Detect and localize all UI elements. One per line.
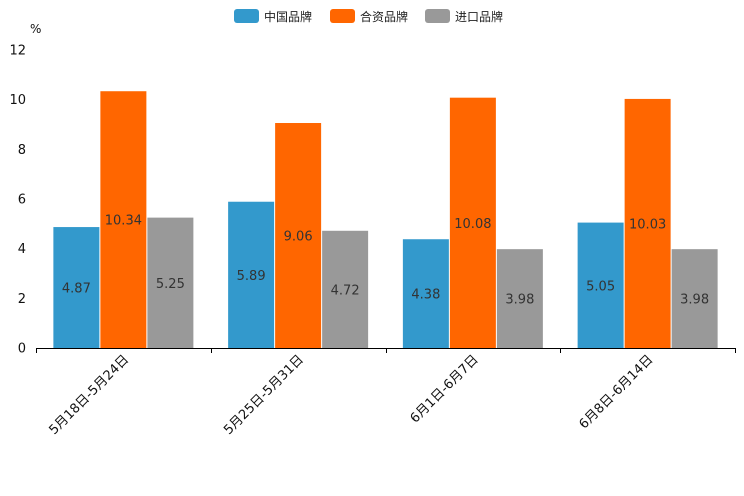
data-label: 4.72 bbox=[331, 283, 360, 298]
y-axis-unit-label: % bbox=[30, 22, 41, 36]
legend-label: 中国品牌 bbox=[264, 9, 312, 24]
bar-1-1 bbox=[53, 227, 100, 348]
x-category-label: 6月8日-6月14日 bbox=[577, 352, 657, 432]
data-label: 10.34 bbox=[105, 214, 142, 229]
legend-swatch-3 bbox=[425, 9, 450, 23]
y-tick-label: 12 bbox=[9, 44, 26, 59]
y-axis: 0 2 4 6 8 10 12 bbox=[9, 44, 26, 357]
data-label: 9.06 bbox=[284, 230, 313, 245]
x-axis: 5月18日-5月24日 5月25日-5月31日 6月1日-6月7日 6月8日-6月14… bbox=[36, 348, 736, 438]
data-label: 3.98 bbox=[680, 293, 709, 308]
data-label: 4.87 bbox=[62, 282, 91, 297]
legend: 中国品牌 合资品牌 进口品牌 bbox=[234, 9, 503, 24]
y-tick-label: 8 bbox=[18, 143, 26, 158]
legend-label: 进口品牌 bbox=[455, 10, 503, 24]
bars: 4.87 5.89 4.38 5.05 10.34 9.06 10.08 10.03 5.25 4… bbox=[53, 91, 718, 349]
data-label: 5.25 bbox=[156, 277, 185, 292]
y-tick-label: 6 bbox=[18, 193, 26, 208]
data-label: 5.05 bbox=[586, 279, 615, 294]
legend-swatch-1 bbox=[234, 9, 259, 23]
data-label: 5.89 bbox=[237, 269, 266, 284]
data-label: 10.08 bbox=[454, 217, 491, 232]
bar-3-2 bbox=[322, 230, 369, 348]
data-label: 3.98 bbox=[505, 293, 534, 308]
bar-2-3 bbox=[449, 97, 496, 349]
legend-label: 合资品牌 bbox=[360, 9, 408, 24]
x-category-label: 6月1日-6月7日 bbox=[408, 352, 482, 426]
y-tick-label: 2 bbox=[18, 292, 26, 307]
x-category-label: 5月18日-5月24日 bbox=[46, 352, 132, 438]
legend-swatch-2 bbox=[330, 9, 355, 23]
bar-2-2 bbox=[275, 123, 322, 348]
x-category-label: 5月25日-5月31日 bbox=[221, 352, 307, 438]
y-tick-label: 10 bbox=[9, 93, 26, 108]
bar-1-4 bbox=[577, 222, 624, 348]
bar-1-2 bbox=[228, 201, 275, 348]
y-tick-label: 0 bbox=[18, 342, 26, 357]
bar-2-4 bbox=[624, 98, 671, 349]
data-label: 4.38 bbox=[411, 288, 440, 303]
bar-2-1 bbox=[100, 91, 147, 349]
bar-1-3 bbox=[402, 239, 449, 348]
data-label: 10.03 bbox=[629, 217, 666, 232]
bar-3-4 bbox=[671, 249, 718, 348]
bar-3-3 bbox=[496, 249, 543, 348]
bar-3-1 bbox=[147, 217, 194, 348]
y-tick-label: 4 bbox=[18, 242, 26, 257]
